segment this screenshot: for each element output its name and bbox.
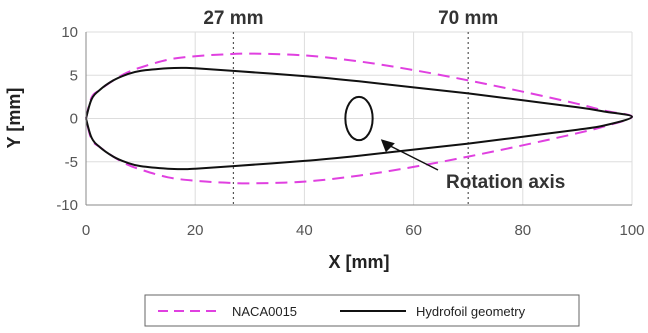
rotation-axis-group: Rotation axis: [344, 95, 565, 193]
rotation-axis-label: Rotation axis: [446, 172, 565, 193]
axes: [85, 32, 632, 206]
legend-label-hydrofoil: Hydrofoil geometry: [416, 304, 526, 319]
series-lines: [85, 52, 633, 185]
y-tick-label--10: -10: [56, 197, 78, 214]
tick-labels: 0 20 40 60 80 100 -10 -5 0 5 10: [56, 24, 644, 239]
series-line-hydrofoil-geometry: [85, 66, 633, 171]
y-axis-label: Y [mm]: [4, 88, 24, 149]
legend: NACA0015 Hydrofoil geometry: [144, 294, 580, 327]
x-tick-label-40: 40: [296, 222, 313, 239]
x-tick-label-60: 60: [405, 222, 422, 239]
y-tick-label-0: 0: [70, 111, 78, 128]
reference-lines: 27 mm 70 mm: [203, 8, 498, 205]
legend-box: [144, 294, 580, 327]
reference-label-70: 70 mm: [438, 8, 498, 29]
y-tick-label--5: -5: [65, 154, 78, 171]
rotation-axis-arrow-head: [380, 139, 395, 153]
x-tick-label-80: 80: [514, 222, 531, 239]
rotation-axis-arrow-line: [388, 144, 439, 171]
y-tick-label-5: 5: [70, 67, 78, 84]
x-tick-label-0: 0: [82, 222, 90, 239]
x-axis-label: X [mm]: [328, 252, 389, 272]
y-tick-label-10: 10: [61, 24, 78, 41]
rotation-axis-circle: [344, 95, 374, 142]
x-tick-label-20: 20: [187, 222, 204, 239]
reference-label-27: 27 mm: [203, 8, 263, 29]
x-tick-label-100: 100: [619, 222, 644, 239]
legend-label-naca0015: NACA0015: [232, 304, 297, 319]
